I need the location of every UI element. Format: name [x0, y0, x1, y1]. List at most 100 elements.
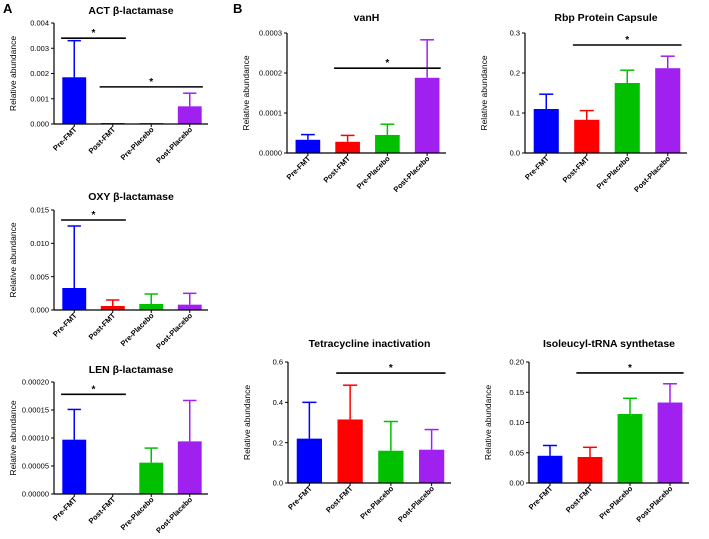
bar-pre-fmt [62, 288, 87, 310]
y-tick-label: 0.005 [30, 272, 49, 281]
chart-title: Isoleucyl-tRNA synthetase [543, 338, 675, 350]
bar-pre-placebo [378, 450, 404, 483]
chart-title: LEN β-lactamase [89, 364, 174, 376]
bar-post-placebo [414, 77, 440, 153]
y-axis-label: Relative abundance [8, 222, 18, 297]
y-tick-label: 0.1 [510, 109, 520, 118]
bar-post-placebo [177, 106, 202, 124]
significance-star: * [92, 28, 96, 39]
x-tick-label: Post-Placebo [634, 484, 674, 524]
bar-pre-placebo [614, 83, 640, 153]
x-tick-label: Post-Placebo [154, 125, 194, 165]
y-tick-label: 0.2 [510, 69, 520, 78]
y-tick-label: 0.003 [30, 44, 49, 53]
y-tick-label: 0.20 [509, 358, 524, 367]
x-tick-label: Pre-Placebo [119, 311, 156, 348]
y-tick-label: 0.0 [273, 479, 283, 488]
y-tick-label: 0.004 [30, 19, 49, 28]
y-tick-label: 0.015 [30, 206, 49, 215]
y-tick-label: 0.0002 [259, 69, 282, 78]
chart-7: Isoleucyl-tRNA synthetase Relative abunda… [483, 338, 689, 524]
x-tick-label: Pre-FMT [51, 125, 79, 153]
chart-5: Rbp Protein Capsule Relative abundance 0.0… [479, 12, 687, 194]
y-tick-label: 0.00 [509, 479, 524, 488]
x-tick-label: Post-Placebo [396, 484, 436, 524]
x-tick-label: Post-FMT [87, 125, 118, 156]
y-axis-label: Relative abundance [8, 36, 18, 111]
significance-star: * [385, 58, 389, 69]
panel-label-b: B [233, 1, 242, 16]
y-tick-label: 0.6 [273, 358, 283, 367]
chart-3: LEN β-lactamase Relative abundance 0.00000… [8, 364, 208, 535]
x-tick-label: Post-FMT [87, 311, 118, 342]
chart-title: ACT β-lactamase [88, 5, 173, 17]
y-tick-label: 0.0000 [259, 149, 282, 158]
chart-title: OXY β-lactamase [88, 191, 174, 203]
y-tick-label: 0.10 [509, 418, 524, 427]
y-tick-label: 0.15 [509, 388, 524, 397]
x-tick-label: Pre-FMT [523, 154, 551, 182]
y-tick-label: 0.3 [510, 29, 520, 38]
x-tick-label: Pre-Placebo [597, 484, 634, 521]
significance-star: * [92, 210, 96, 221]
bar-post-placebo [177, 441, 202, 494]
chart-2: OXY β-lactamase Relative abundance 0.000 0.… [8, 191, 208, 351]
significance-star: * [628, 363, 632, 374]
bar-post-placebo [418, 449, 445, 483]
x-tick-label: Pre-Placebo [355, 154, 392, 191]
bar-pre-placebo [375, 135, 400, 153]
chart-title: Tetracycline inactivation [309, 338, 431, 350]
y-axis-label: Relative abundance [479, 55, 489, 130]
x-tick-label: Post-FMT [324, 484, 355, 515]
chart-title: Rbp Protein Capsule [554, 12, 657, 24]
y-tick-label: 0.2 [273, 438, 283, 447]
significance-star: * [625, 35, 629, 46]
bar-pre-placebo [139, 462, 164, 494]
y-tick-label: 0.0 [510, 149, 520, 158]
x-tick-label: Post-FMT [564, 484, 595, 515]
bar-pre-fmt [537, 455, 563, 483]
chart-title: vanH [354, 12, 380, 24]
y-tick-label: 0.00010 [22, 434, 49, 443]
bar-post-fmt [574, 119, 600, 153]
x-tick-label: Pre-Placebo [358, 484, 395, 521]
bar-post-placebo [657, 402, 683, 483]
x-tick-label: Pre-Placebo [595, 154, 632, 191]
x-tick-label: Pre-FMT [286, 484, 314, 512]
y-tick-label: 0.0003 [259, 29, 282, 38]
bar-post-placebo [177, 304, 202, 310]
bar-pre-fmt [533, 109, 559, 153]
y-tick-label: 0.00005 [22, 462, 49, 471]
y-tick-label: 0.00000 [22, 490, 49, 499]
x-tick-label: Post-FMT [87, 495, 118, 526]
x-tick-label: Pre-FMT [51, 311, 79, 339]
y-tick-label: 0.05 [509, 448, 524, 457]
chart-6: Tetracycline inactivation Relative abunda… [242, 338, 451, 524]
y-axis-label: Relative abundance [8, 400, 18, 475]
bar-pre-fmt [296, 438, 323, 483]
bar-pre-placebo [617, 414, 643, 483]
x-tick-label: Post-FMT [322, 154, 353, 185]
bar-post-fmt [335, 141, 360, 153]
bar-pre-fmt [62, 439, 87, 494]
x-tick-label: Pre-FMT [285, 154, 313, 182]
bar-post-placebo [655, 68, 681, 153]
x-tick-label: Pre-Placebo [119, 125, 156, 162]
bar-post-fmt [100, 306, 125, 310]
y-tick-label: 0.00020 [22, 378, 49, 387]
chart-4: vanH Relative abundance 0.0000 0.0001 0.0002… [241, 12, 446, 194]
y-axis-label: Relative abundance [241, 55, 251, 130]
x-tick-label: Post-FMT [561, 154, 592, 185]
panel-label-a: A [3, 1, 13, 16]
bar-pre-fmt [62, 77, 87, 124]
significance-star: * [149, 77, 153, 88]
y-tick-label: 0.002 [30, 69, 49, 78]
chart-1: ACT β-lactamase Relative abundance 0.000 0.… [8, 5, 208, 165]
x-tick-label: Post-Placebo [392, 154, 432, 194]
y-tick-label: 0.00015 [22, 406, 49, 415]
bar-pre-fmt [295, 139, 321, 153]
y-tick-label: 0.000 [30, 120, 49, 129]
y-tick-label: 0.4 [273, 398, 283, 407]
y-tick-label: 0.0001 [259, 109, 282, 118]
